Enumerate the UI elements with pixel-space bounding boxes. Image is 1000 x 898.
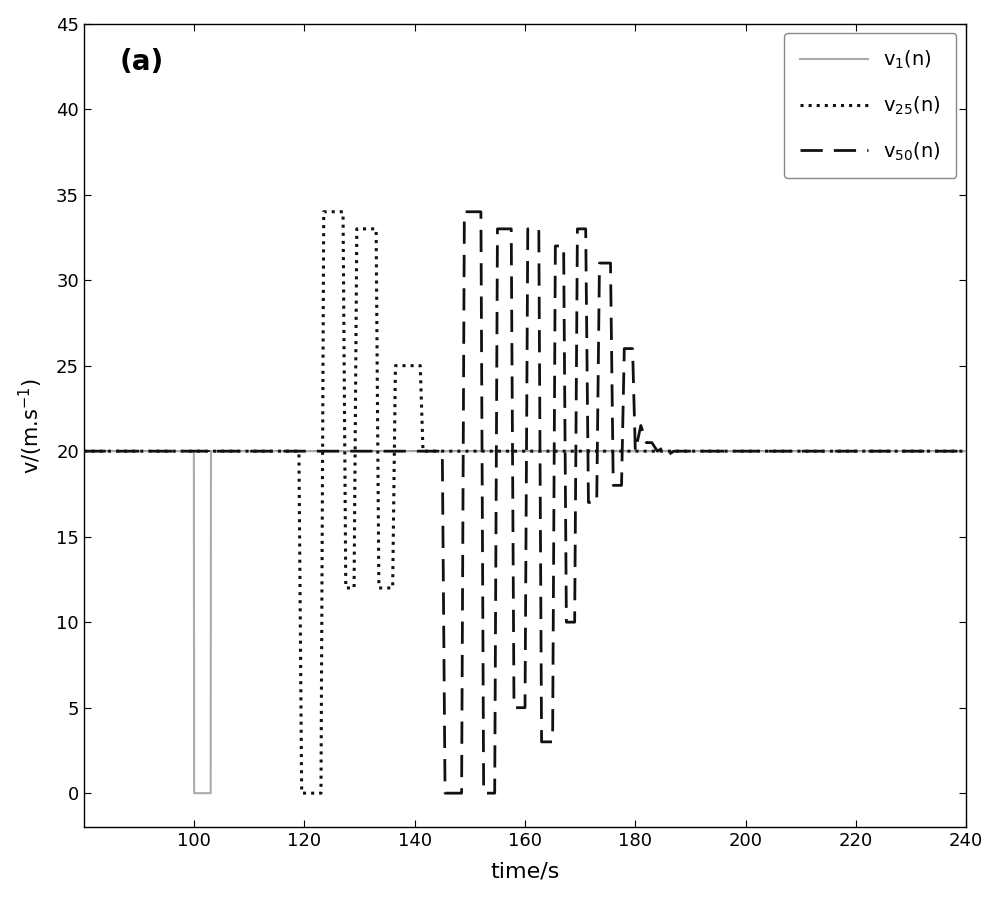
v$_{25}$(n) (965, 445, 977, 456)
Legend: v$_1$(n), v$_{25}$(n), v$_{50}$(n): v$_1$(n), v$_{25}$(n), v$_{50}$(n) (784, 33, 956, 178)
Text: (a): (a) (119, 48, 163, 75)
v$_1$(n) (965, 445, 977, 456)
v$_{25}$(n) (318, 207, 330, 217)
v$_{50}$(n) (965, 445, 977, 456)
v$_{25}$(n) (296, 788, 308, 798)
v$_{25}$(n) (399, 360, 411, 371)
Line: v$_{50}$(n): v$_{50}$(n) (0, 212, 971, 793)
v$_1$(n) (188, 788, 200, 798)
v$_{50}$(n) (398, 445, 410, 456)
Line: v$_{25}$(n): v$_{25}$(n) (0, 212, 971, 793)
v$_1$(n) (399, 445, 411, 456)
Line: v$_1$(n): v$_1$(n) (0, 451, 971, 793)
v$_{50}$(n) (439, 788, 451, 798)
X-axis label: time/s: time/s (490, 861, 560, 881)
Y-axis label: v/(m.s$^{-1}$): v/(m.s$^{-1}$) (17, 377, 45, 473)
v$_{50}$(n) (458, 207, 470, 217)
